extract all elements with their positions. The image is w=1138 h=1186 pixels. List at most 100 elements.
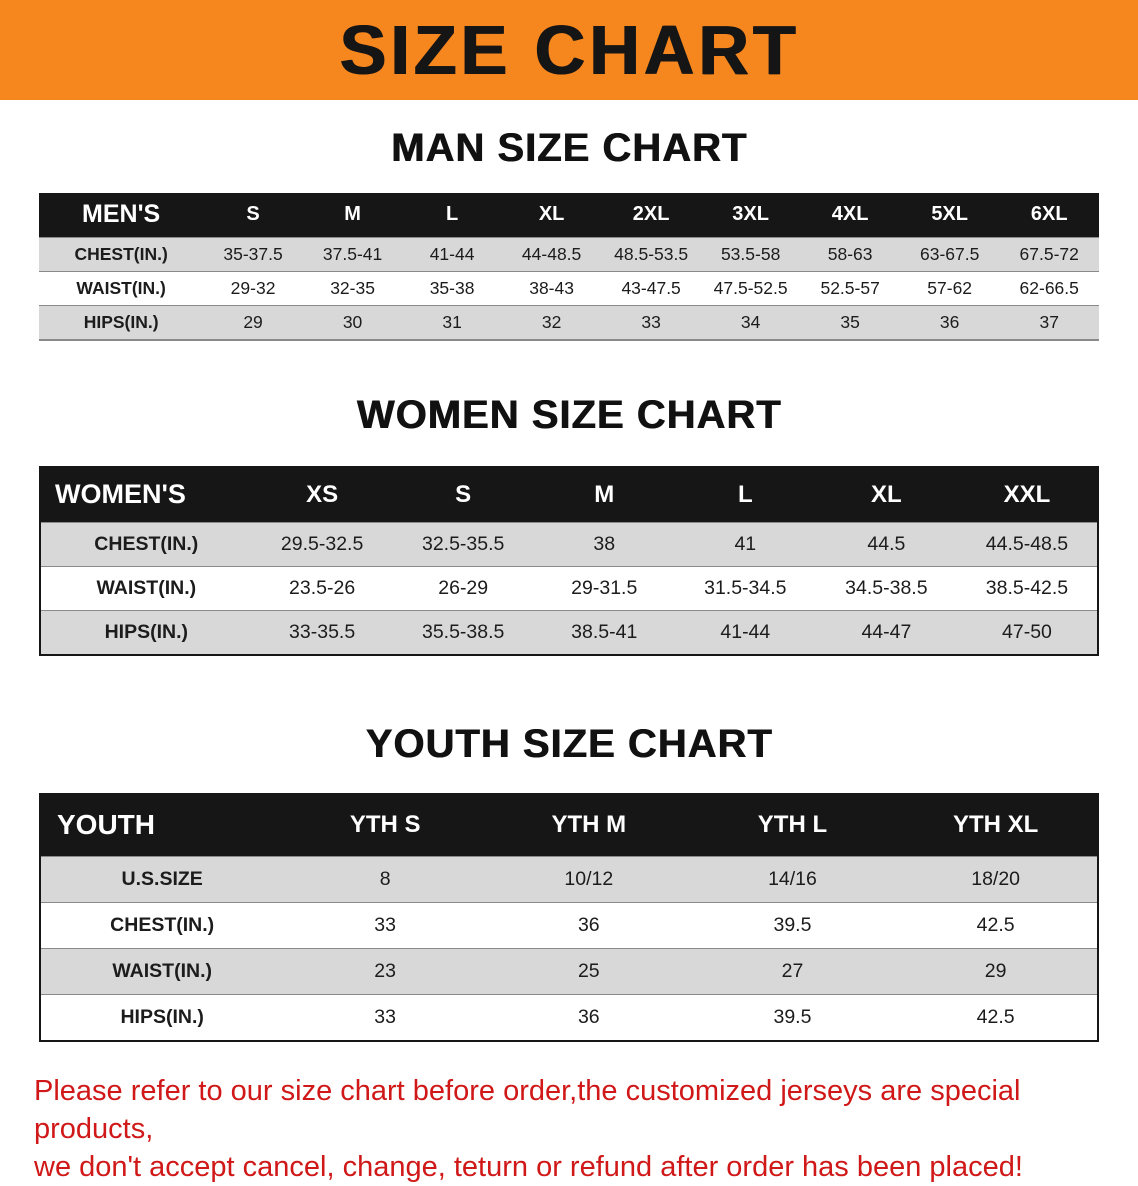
row-label: U.S.SIZE: [40, 856, 283, 902]
size-value-cell: 62-66.5: [999, 271, 1099, 305]
size-value-cell: 32-35: [303, 271, 403, 305]
size-value-cell: 23: [283, 948, 487, 994]
size-column-header: YTH S: [283, 794, 487, 856]
size-value-cell: 42.5: [894, 994, 1098, 1041]
size-value-cell: 33: [601, 305, 701, 340]
man-section-heading: MAN SIZE CHART: [0, 126, 1138, 171]
size-value-cell: 35-38: [402, 271, 502, 305]
row-label: HIPS(IN.): [39, 305, 203, 340]
size-column-header: M: [534, 467, 675, 523]
row-label: HIPS(IN.): [40, 611, 252, 656]
size-value-cell: 38.5-41: [534, 611, 675, 656]
size-value-cell: 30: [303, 305, 403, 340]
size-value-cell: 44.5-48.5: [957, 523, 1098, 567]
size-value-cell: 44-48.5: [502, 237, 602, 271]
size-value-cell: 38.5-42.5: [957, 567, 1098, 611]
size-column-header: 6XL: [999, 193, 1099, 237]
size-value-cell: 42.5: [894, 902, 1098, 948]
youth-section-heading: YOUTH SIZE CHART: [0, 722, 1138, 767]
size-column-header: 5XL: [900, 193, 1000, 237]
row-label: CHEST(IN.): [40, 902, 283, 948]
row-label: CHEST(IN.): [39, 237, 203, 271]
disclaimer: Please refer to our size chart before or…: [0, 1072, 1138, 1186]
size-value-cell: 38-43: [502, 271, 602, 305]
size-column-header: S: [393, 467, 534, 523]
size-value-cell: 57-62: [900, 271, 1000, 305]
size-value-cell: 25: [487, 948, 691, 994]
row-label: CHEST(IN.): [40, 523, 252, 567]
size-value-cell: 31: [402, 305, 502, 340]
size-value-cell: 63-67.5: [900, 237, 1000, 271]
size-column-header: S: [203, 193, 303, 237]
size-value-cell: 18/20: [894, 856, 1098, 902]
size-value-cell: 48.5-53.5: [601, 237, 701, 271]
size-column-header: M: [303, 193, 403, 237]
page-title: SIZE CHART: [339, 10, 799, 90]
size-column-header: 3XL: [701, 193, 801, 237]
size-value-cell: 26-29: [393, 567, 534, 611]
size-value-cell: 38: [534, 523, 675, 567]
size-value-cell: 29: [894, 948, 1098, 994]
row-label: HIPS(IN.): [40, 994, 283, 1041]
size-column-header: XXL: [957, 467, 1098, 523]
row-label: WAIST(IN.): [40, 948, 283, 994]
size-column-header: 2XL: [601, 193, 701, 237]
table-corner-label: MEN'S: [39, 193, 203, 237]
size-value-cell: 39.5: [691, 994, 895, 1041]
size-value-cell: 8: [283, 856, 487, 902]
size-value-cell: 32.5-35.5: [393, 523, 534, 567]
size-value-cell: 67.5-72: [999, 237, 1099, 271]
disclaimer-line-1: Please refer to our size chart before or…: [34, 1075, 1020, 1145]
size-column-header: YTH M: [487, 794, 691, 856]
size-value-cell: 35.5-38.5: [393, 611, 534, 656]
size-column-header: XL: [502, 193, 602, 237]
size-column-header: XL: [816, 467, 957, 523]
table-corner-label: YOUTH: [40, 794, 283, 856]
size-column-header: YTH L: [691, 794, 895, 856]
size-value-cell: 52.5-57: [800, 271, 900, 305]
size-value-cell: 10/12: [487, 856, 691, 902]
size-value-cell: 27: [691, 948, 895, 994]
size-value-cell: 36: [487, 902, 691, 948]
size-value-cell: 32: [502, 305, 602, 340]
size-value-cell: 29.5-32.5: [252, 523, 393, 567]
women-section-heading: WOMEN SIZE CHART: [0, 393, 1138, 438]
size-column-header: 4XL: [800, 193, 900, 237]
size-value-cell: 33: [283, 902, 487, 948]
size-value-cell: 34.5-38.5: [816, 567, 957, 611]
size-value-cell: 37.5-41: [303, 237, 403, 271]
disclaimer-line-2: we don't accept cancel, change, teturn o…: [34, 1151, 1023, 1183]
size-value-cell: 47.5-52.5: [701, 271, 801, 305]
size-value-cell: 36: [487, 994, 691, 1041]
banner: SIZE CHART: [0, 0, 1138, 100]
size-value-cell: 29: [203, 305, 303, 340]
size-value-cell: 29-32: [203, 271, 303, 305]
size-value-cell: 37: [999, 305, 1099, 340]
size-column-header: L: [675, 467, 816, 523]
size-value-cell: 14/16: [691, 856, 895, 902]
size-value-cell: 33: [283, 994, 487, 1041]
size-value-cell: 41: [675, 523, 816, 567]
size-value-cell: 44.5: [816, 523, 957, 567]
size-value-cell: 23.5-26: [252, 567, 393, 611]
size-value-cell: 41-44: [675, 611, 816, 656]
size-value-cell: 44-47: [816, 611, 957, 656]
